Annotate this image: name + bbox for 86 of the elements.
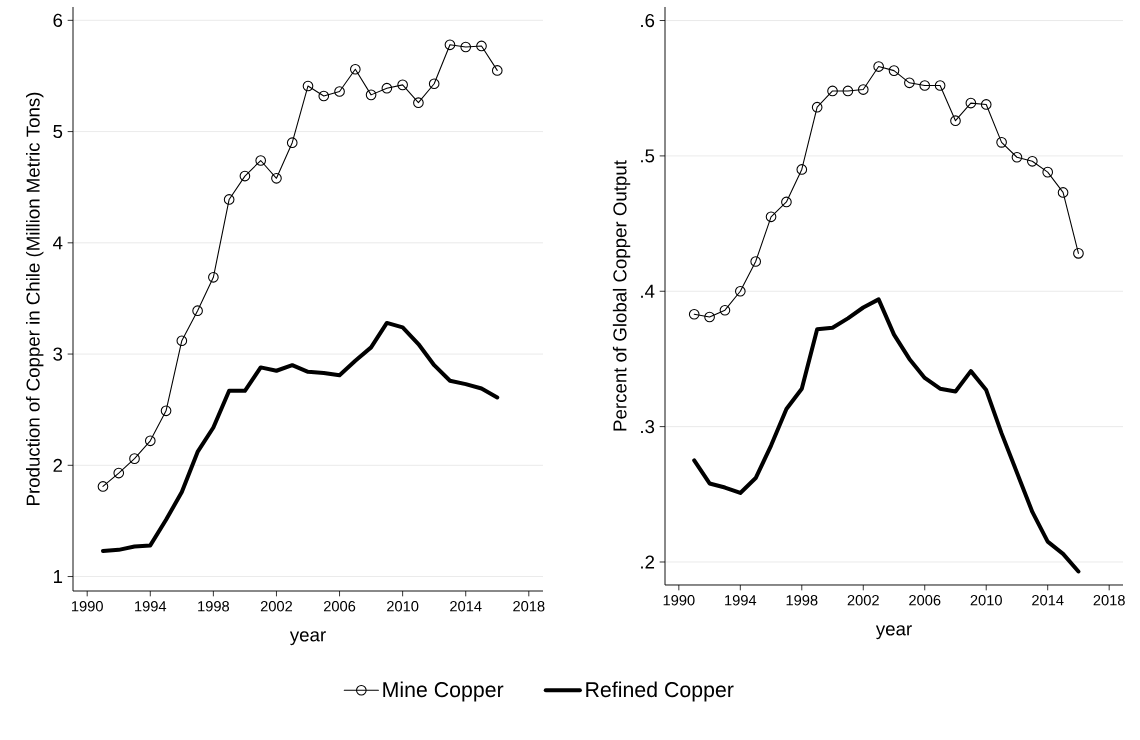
x-tick-label: 2006	[909, 595, 941, 606]
point	[208, 271, 219, 283]
y-tick-label: 6	[53, 13, 63, 27]
point	[704, 311, 715, 323]
x-tick-label: 1994	[725, 595, 757, 606]
point	[491, 65, 503, 76]
x-tick-label: 1998	[786, 595, 818, 606]
x-tick-label: 2018	[513, 601, 545, 612]
point	[318, 90, 330, 102]
point	[980, 99, 992, 110]
x-tick-label: 1990	[71, 601, 103, 612]
point	[144, 435, 156, 447]
x-tick-label: 2018	[1093, 595, 1125, 606]
x-tick-label: 2006	[323, 601, 356, 612]
point	[873, 61, 884, 72]
point	[476, 40, 487, 52]
point	[129, 453, 140, 464]
point	[349, 63, 361, 75]
point	[1026, 155, 1038, 167]
point	[934, 80, 946, 91]
point	[113, 467, 125, 479]
y-tick-label: 5	[53, 125, 63, 139]
point	[239, 170, 251, 182]
point	[365, 89, 377, 101]
y-tick-label: 2	[53, 458, 63, 472]
x-tick-label: 1994	[135, 601, 167, 612]
y-tick-label: 1	[54, 570, 63, 583]
point	[811, 101, 823, 113]
point	[334, 86, 345, 97]
point	[965, 97, 977, 109]
point	[286, 137, 298, 149]
legend-label: Mine Copper	[383, 681, 504, 702]
point	[734, 285, 746, 297]
point	[842, 85, 854, 97]
point	[192, 305, 203, 317]
point	[750, 256, 762, 267]
point	[1057, 187, 1069, 198]
point	[1073, 248, 1084, 259]
x-tick-label: 2010	[970, 595, 1002, 606]
line-series	[100, 320, 500, 553]
x-tick-label: 2010	[387, 601, 419, 612]
point	[176, 335, 188, 347]
y-tick-label: .4	[641, 284, 655, 298]
point	[1042, 166, 1054, 178]
point	[460, 41, 472, 53]
x-axis-title: year	[875, 625, 912, 640]
y-axis-title: Percent of Global Copper Output	[612, 160, 631, 431]
x-axis-title: year	[289, 631, 326, 646]
point	[827, 85, 838, 97]
point	[381, 82, 393, 94]
x-tick-label: 1990	[663, 595, 695, 606]
point	[919, 80, 931, 91]
y-tick-label: .5	[641, 149, 655, 163]
y-axis-title: Production of Copper in Chile (Million Metric Tons)	[26, 92, 44, 505]
point	[397, 79, 408, 91]
point	[950, 115, 961, 127]
point	[719, 304, 731, 316]
point	[444, 39, 456, 51]
y-tick-label: .2	[641, 555, 655, 569]
y-tick-label: 4	[53, 236, 63, 250]
point	[996, 137, 1007, 148]
point	[413, 97, 424, 108]
point	[904, 77, 915, 89]
y-tick-label: 3	[53, 347, 63, 361]
point	[97, 481, 109, 492]
point	[857, 84, 869, 95]
point	[160, 405, 172, 417]
point	[223, 194, 235, 205]
point	[1011, 151, 1023, 163]
point	[302, 80, 314, 92]
legend-label: Refined Copper	[586, 681, 734, 702]
point	[765, 211, 777, 223]
point	[255, 155, 267, 166]
x-tick-label: 2002	[260, 601, 293, 612]
point	[428, 78, 440, 90]
point	[781, 196, 792, 208]
x-tick-label: 2002	[847, 595, 879, 606]
x-tick-label: 2014	[450, 601, 482, 612]
point	[888, 65, 900, 76]
point	[796, 164, 808, 175]
point	[271, 172, 282, 184]
x-tick-label: 2014	[1032, 595, 1064, 606]
y-tick-label: .6	[641, 13, 655, 28]
y-tick-label: .3	[641, 420, 655, 434]
x-tick-label: 1998	[198, 601, 230, 612]
point	[688, 308, 700, 320]
